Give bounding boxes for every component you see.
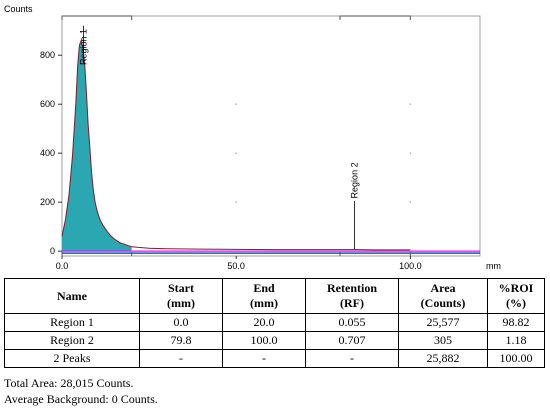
series-line — [61, 38, 411, 251]
y-tick-label: 800 — [40, 50, 55, 60]
cell-end: 100.0 — [222, 331, 306, 350]
x-axis-title: mm — [486, 261, 501, 271]
grid-dot — [235, 152, 237, 154]
grid-dot — [235, 103, 237, 105]
cell-roi: 98.82 — [487, 313, 545, 332]
grid-dot — [409, 201, 412, 203]
region-label-2: Region 2 — [350, 162, 360, 198]
cell-retention: - — [305, 349, 399, 368]
total-area-text: Total Area: 28,015 Counts. — [4, 376, 134, 390]
header-area: Area (Counts) — [398, 278, 488, 314]
cell-area: 305 — [398, 331, 488, 350]
plot-frame — [61, 15, 481, 257]
grid-dot — [409, 103, 412, 105]
table-row: 2 Peaks - - - 25,882 100.00 — [4, 349, 545, 368]
cell-area: 25,577 — [398, 313, 488, 332]
grid-dot — [235, 201, 237, 203]
cell-name: 2 Peaks — [4, 349, 140, 368]
table-row: Region 2 79.8 100.0 0.707 305 1.18 — [4, 331, 545, 350]
y-tick-label: 400 — [40, 148, 55, 158]
y-tick-label: 0 — [50, 246, 55, 256]
header-roi: %ROI (%) — [487, 278, 545, 314]
cell-end: 20.0 — [222, 313, 306, 332]
region-bracket-2 — [339, 15, 411, 20]
cell-roi: 1.18 — [487, 331, 545, 350]
series-area-region-1 — [62, 40, 132, 252]
x-axis: 0.0 50.0 100.0 — [56, 256, 422, 271]
y-tick-label: 600 — [40, 99, 55, 109]
header-retention: Retention (RF) — [305, 278, 399, 314]
cell-start: 0.0 — [139, 313, 223, 332]
x-tick-label: 100.0 — [399, 261, 422, 271]
cell-area: 25,882 — [398, 349, 488, 368]
average-background-text: Average Background: 0 Counts. — [4, 392, 158, 406]
cell-retention: 0.707 — [305, 331, 399, 350]
cell-roi: 100.00 — [487, 349, 545, 368]
y-axis-title: Counts — [4, 4, 33, 14]
cell-name: Region 2 — [4, 331, 140, 350]
y-tick-label: 200 — [40, 197, 55, 207]
cell-name: Region 1 — [4, 313, 140, 332]
header-name: Name — [4, 278, 140, 314]
table-header-row: Name Start (mm) End (mm) Retention (RF) Are… — [4, 278, 545, 314]
grid-dots — [235, 103, 412, 203]
header-end: End (mm) — [222, 278, 306, 314]
grid-dot — [409, 152, 412, 154]
table-row: Region 1 0.0 20.0 0.055 25,577 98.82 — [4, 313, 545, 332]
cell-end: - — [222, 349, 306, 368]
x-tick-label: 50.0 — [227, 261, 245, 271]
cell-start: 79.8 — [139, 331, 223, 350]
cell-start: - — [139, 349, 223, 368]
region-bracket-1 — [61, 15, 133, 20]
y-axis: 0 200 400 600 800 — [40, 50, 62, 256]
cell-retention: 0.055 — [305, 313, 399, 332]
results-table: Name Start (mm) End (mm) Retention (RF) Are… — [4, 278, 545, 368]
x-tick-label: 0.0 — [56, 261, 69, 271]
header-start: Start (mm) — [139, 278, 223, 314]
